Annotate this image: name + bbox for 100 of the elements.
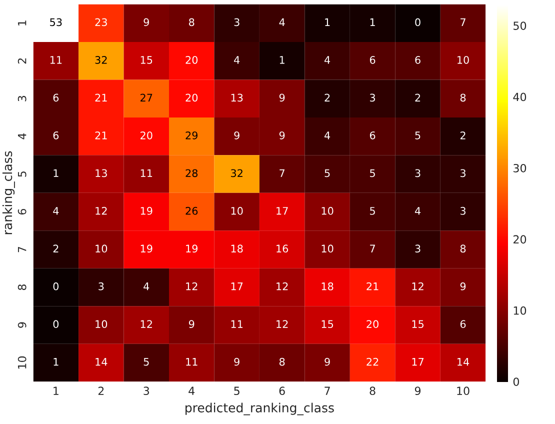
- x-tick-label: 5: [234, 386, 240, 396]
- data-label: 4: [414, 207, 421, 215]
- data-label: 10: [458, 56, 469, 64]
- data-label: 0: [415, 18, 420, 26]
- data-label: 4: [324, 132, 330, 140]
- y-tick-label: 9: [18, 322, 26, 328]
- data-label: 12: [186, 282, 198, 290]
- data-label: 2: [460, 131, 466, 140]
- data-label: 20: [186, 94, 198, 102]
- y-tick-label: 8: [18, 284, 26, 290]
- data-label: 10: [231, 206, 243, 215]
- y-tick-label: 4: [18, 133, 26, 140]
- x-tick-label: 3: [144, 386, 150, 396]
- color-bar-label: 10: [514, 306, 526, 315]
- data-label: 5: [324, 169, 330, 178]
- data-label: 28: [186, 169, 198, 178]
- color-bar-label: 0: [513, 378, 520, 386]
- data-label: 8: [460, 244, 466, 253]
- data-label: 17: [276, 207, 288, 215]
- data-label: 15: [140, 56, 152, 64]
- data-label: 7: [460, 18, 466, 26]
- x-tick-label: 7: [324, 386, 330, 395]
- data-label: 9: [188, 320, 194, 328]
- data-label: 8: [189, 18, 194, 26]
- data-label: 5: [370, 207, 375, 215]
- y-tick-label: 1: [18, 20, 26, 26]
- data-label: 32: [231, 169, 242, 178]
- y-tick-label: 6: [18, 208, 26, 215]
- data-label: 17: [231, 282, 243, 290]
- data-label: 9: [279, 94, 285, 102]
- data-label: 22: [366, 358, 378, 366]
- x-tick-label: 9: [414, 386, 421, 396]
- data-label: 2: [324, 94, 330, 102]
- data-label: 3: [234, 18, 240, 26]
- data-label: 12: [412, 282, 424, 290]
- y-tick-label: 10: [18, 356, 26, 369]
- data-label: 4: [53, 207, 59, 215]
- data-label: 9: [279, 131, 285, 140]
- data-label: 6: [370, 131, 376, 140]
- color-bar-label: 50: [514, 22, 526, 30]
- data-label: 53: [50, 18, 62, 26]
- color-bar-label: 20: [514, 235, 526, 244]
- data-label: 10: [96, 244, 108, 253]
- data-label: 4: [144, 282, 150, 290]
- data-label: 27: [140, 94, 152, 102]
- data-label: 21: [95, 94, 107, 102]
- x-axis-title: predicted_ranking_class: [186, 402, 334, 416]
- data-label: 11: [140, 169, 152, 177]
- data-label: 13: [231, 94, 243, 102]
- data-label: 19: [140, 244, 152, 253]
- data-label: 29: [186, 131, 198, 140]
- data-label: 1: [54, 358, 58, 366]
- y-tick-label: 7: [18, 246, 26, 252]
- data-label: 10: [96, 320, 108, 328]
- data-label: 15: [322, 320, 334, 328]
- data-label: 11: [186, 358, 198, 366]
- data-label: 21: [366, 282, 378, 290]
- data-label: 21: [95, 131, 107, 140]
- x-tick-label: 4: [188, 386, 195, 395]
- data-label: 2: [415, 94, 420, 102]
- data-label: 4: [234, 56, 240, 64]
- data-label: 3: [415, 169, 420, 178]
- data-label: 9: [460, 282, 466, 290]
- data-label: 9: [144, 18, 149, 26]
- data-label: 1: [280, 56, 284, 64]
- data-label: 0: [53, 320, 59, 328]
- data-label: 20: [186, 56, 198, 64]
- data-label: 17: [412, 358, 424, 366]
- data-label: 7: [280, 169, 284, 177]
- data-label: 14: [458, 358, 470, 366]
- color-bar-label: 30: [514, 164, 526, 172]
- data-label: 19: [140, 206, 152, 215]
- data-label: 26: [186, 206, 198, 215]
- data-label: 15: [412, 320, 424, 328]
- x-tick-label: 2: [98, 386, 104, 395]
- data-label: 13: [96, 169, 107, 178]
- data-label: 3: [98, 282, 104, 290]
- data-label: 12: [276, 320, 288, 328]
- data-label: 14: [96, 358, 108, 366]
- data-label: 6: [53, 94, 59, 102]
- data-label: 0: [53, 282, 59, 290]
- data-label: 10: [322, 244, 334, 253]
- data-label: 9: [234, 131, 240, 140]
- data-label: 32: [95, 56, 107, 64]
- x-tick-label: 8: [370, 386, 376, 396]
- data-label: 20: [140, 131, 152, 140]
- x-tick-label: 10: [457, 386, 470, 396]
- data-label: 5: [144, 358, 149, 366]
- y-axis-title: ranking_class: [2, 151, 15, 234]
- data-label: 3: [370, 94, 376, 102]
- data-label: 5: [415, 132, 420, 140]
- y-tick-label: 3: [18, 96, 26, 102]
- data-label: 18: [322, 282, 334, 290]
- data-label: 18: [231, 244, 243, 253]
- x-tick-label: 1: [54, 386, 58, 395]
- data-label: 9: [234, 358, 240, 366]
- data-label: 4: [279, 18, 285, 26]
- data-label: 20: [366, 320, 378, 328]
- data-label: 3: [415, 244, 420, 253]
- data-label: 7: [370, 244, 375, 252]
